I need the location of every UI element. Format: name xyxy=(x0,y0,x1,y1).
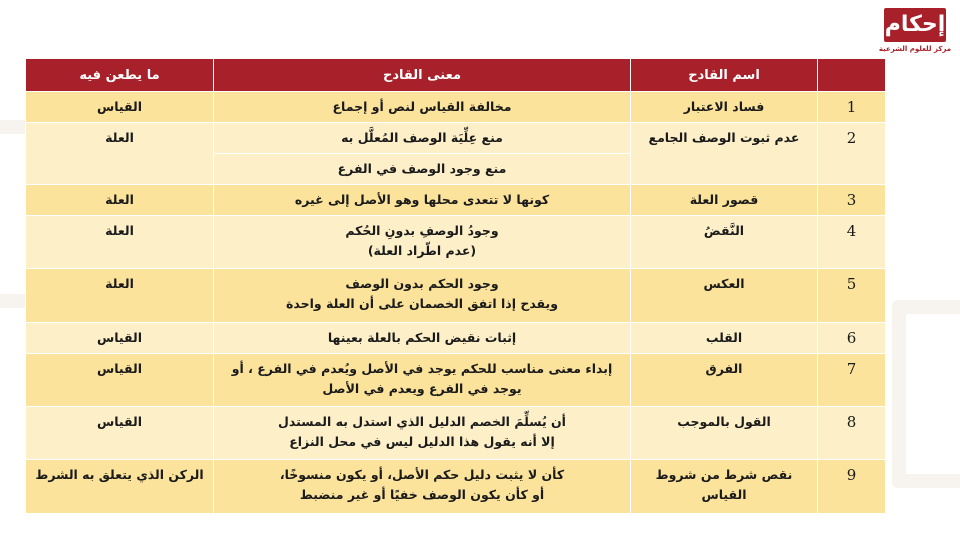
objection-target: العلة xyxy=(25,268,214,323)
logo: إحكام مركز للعلوم الشرعية xyxy=(878,4,952,74)
row-number: 6 xyxy=(817,322,886,354)
objection-name: فساد الاعتبار xyxy=(630,91,818,123)
header-name: اسم القادح xyxy=(630,58,818,92)
table-row: 9 نقص شرط من شروط القياس كأن لا يثبت دليل … xyxy=(25,459,886,514)
objection-meaning: كونها لا تتعدى محلها وهو الأصل إلى غيره xyxy=(213,184,631,216)
objections-table: اسم القادح معنى القادح ما يطعن فيه 1 فساد… xyxy=(25,58,886,514)
table-row: 3 قصور العلة كونها لا تتعدى محلها وهو الأص… xyxy=(25,184,886,216)
objection-name: الفرق xyxy=(630,353,818,407)
meaning-line: كأن لا يثبت دليل حكم الأصل، أو يكون منسو… xyxy=(279,467,565,482)
table-row: 8 القول بالموجب أن يُسلِّمَ الخصم الدليل ا… xyxy=(25,406,886,460)
objection-meaning: أن يُسلِّمَ الخصم الدليل الذي استدل به ا… xyxy=(213,406,631,460)
table-row: 7 الفرق إبداء معنى مناسب للحكم يوجد في الأ… xyxy=(25,353,886,407)
table-row: 1 فساد الاعتبار مخالفة القياس لنص أو إجماع… xyxy=(25,91,886,123)
row-number: 2 xyxy=(817,122,886,185)
meaning-line: وجودُ الوصفِ بدونِ الحُكم xyxy=(345,223,499,238)
table-row: 4 النَّقضُ وجودُ الوصفِ بدونِ الحُكم (عدم ا… xyxy=(25,215,886,269)
meaning-line: إثبات نقيض الحكم بالعلة بعينها xyxy=(327,330,517,345)
table-row: 2 عدم ثبوت الوصف الجامع منع عِلِّيَة الوصف… xyxy=(25,122,886,185)
logo-subtitle: مركز للعلوم الشرعية xyxy=(878,45,952,53)
objection-meaning: إبداء معنى مناسب للحكم يوجد في الأصل ويُ… xyxy=(213,353,631,407)
table-row: 5 العكس وجود الحكم بدون الوصف ويقدح إذا اتف… xyxy=(25,268,886,323)
meaning-line: مخالفة القياس لنص أو إجماع xyxy=(332,99,512,114)
objection-target: القياس xyxy=(25,406,214,460)
row-number: 7 xyxy=(817,353,886,407)
row-number: 5 xyxy=(817,268,886,323)
objection-name: القول بالموجب xyxy=(630,406,818,460)
table-header: اسم القادح معنى القادح ما يطعن فيه xyxy=(25,58,886,92)
header-number xyxy=(817,58,886,92)
objection-name: القلب xyxy=(630,322,818,354)
objection-name: النَّقضُ xyxy=(630,215,818,269)
objection-target: القياس xyxy=(25,91,214,123)
objection-meaning: كأن لا يثبت دليل حكم الأصل، أو يكون منسو… xyxy=(213,459,631,514)
meaning-line: كونها لا تتعدى محلها وهو الأصل إلى غيره xyxy=(294,192,550,207)
meaning-line: (عدم اطّراد العلة) xyxy=(367,243,477,258)
background-decoration xyxy=(892,300,960,488)
objection-target: الركن الذي يتعلق به الشرط xyxy=(25,459,214,514)
objection-target: العلة xyxy=(25,215,214,269)
meaning-line: أن يُسلِّمَ الخصم الدليل الذي استدل به ا… xyxy=(278,414,566,429)
objection-target: العلة xyxy=(25,184,214,216)
meaning-line: ويقدح إذا اتفق الخصمان على أن العلة واحد… xyxy=(285,296,559,311)
meaning-line: وجود الحكم بدون الوصف xyxy=(345,276,499,291)
objection-target: القياس xyxy=(25,353,214,407)
objection-target: العلة xyxy=(25,122,214,185)
header-target: ما يطعن فيه xyxy=(25,58,214,92)
meaning-line: إلا أنه يقول هذا الدليل ليس في محل النزا… xyxy=(289,434,555,449)
objection-meaning: إثبات نقيض الحكم بالعلة بعينها xyxy=(213,322,631,354)
objection-name: نقص شرط من شروط القياس xyxy=(630,459,818,514)
objection-name: قصور العلة xyxy=(630,184,818,216)
objection-meaning: وجود الحكم بدون الوصف ويقدح إذا اتفق الخص… xyxy=(213,268,631,323)
row-number: 1 xyxy=(817,91,886,123)
row-number: 9 xyxy=(817,459,886,514)
header-meaning: معنى القادح xyxy=(213,58,631,92)
meaning-line: منع وجود الوصف في الفرع xyxy=(214,153,630,184)
row-number: 4 xyxy=(817,215,886,269)
objection-meaning: منع عِلِّيَة الوصف المُعلَّل به منع وجود … xyxy=(213,122,631,185)
objection-target: القياس xyxy=(25,322,214,354)
logo-mark: إحكام xyxy=(884,8,946,42)
objection-name: العكس xyxy=(630,268,818,323)
meaning-line: أو كأن يكون الوصف خفيًا أو غير منضبط xyxy=(299,487,545,502)
objection-meaning: وجودُ الوصفِ بدونِ الحُكم (عدم اطّراد الع… xyxy=(213,215,631,269)
objection-meaning: مخالفة القياس لنص أو إجماع xyxy=(213,91,631,123)
meaning-line: منع عِلِّيَة الوصف المُعلَّل به xyxy=(341,130,503,145)
meaning-line: إبداء معنى مناسب للحكم يوجد في الأصل ويُ… xyxy=(231,361,613,396)
objection-name: عدم ثبوت الوصف الجامع xyxy=(630,122,818,185)
row-number: 3 xyxy=(817,184,886,216)
table-row: 6 القلب إثبات نقيض الحكم بالعلة بعينها القي… xyxy=(25,322,886,354)
row-number: 8 xyxy=(817,406,886,460)
